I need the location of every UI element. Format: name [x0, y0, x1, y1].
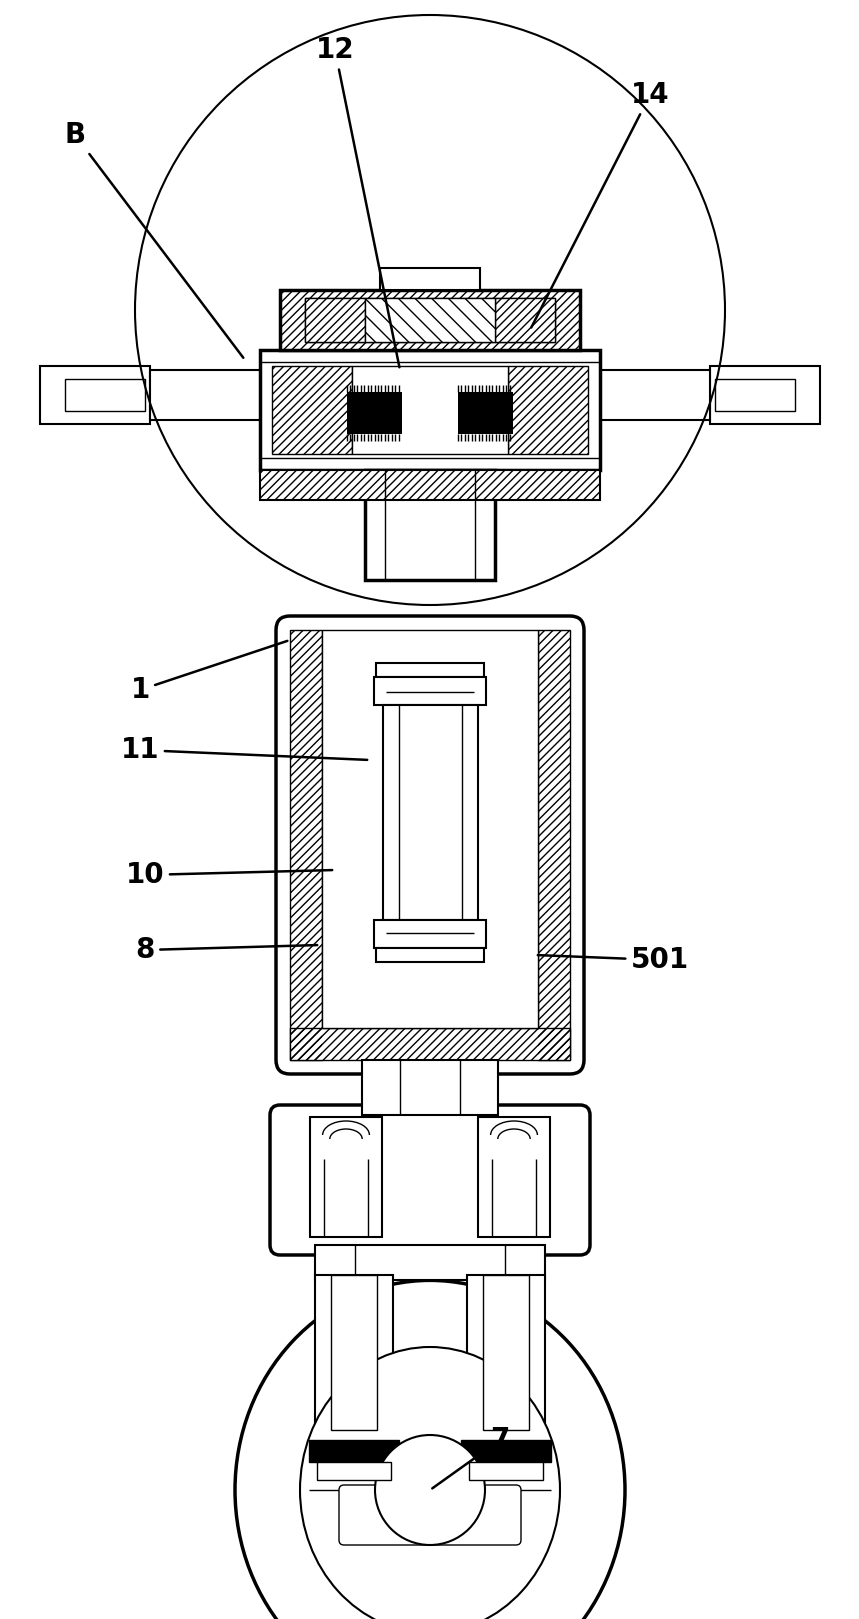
Bar [260, 470, 600, 500]
Bar [538, 630, 570, 1060]
Bar [710, 366, 820, 424]
Bar [374, 920, 486, 949]
Text: 10: 10 [125, 861, 332, 889]
Bar [469, 1462, 543, 1480]
Bar [317, 1462, 391, 1480]
Bar [458, 392, 513, 434]
Bar [461, 1439, 551, 1462]
Text: 7: 7 [432, 1426, 509, 1488]
Bar [352, 366, 508, 453]
FancyBboxPatch shape [270, 1106, 590, 1255]
Bar [508, 366, 588, 453]
Bar [483, 1276, 529, 1430]
Bar [538, 630, 570, 1060]
Text: B: B [64, 121, 243, 358]
Bar [260, 470, 600, 500]
Bar [150, 371, 285, 419]
Bar [280, 290, 580, 350]
Bar [260, 350, 600, 470]
FancyBboxPatch shape [339, 1485, 521, 1545]
Bar [365, 298, 495, 342]
Ellipse shape [235, 1281, 625, 1619]
Bar [290, 1028, 570, 1060]
Bar [362, 1060, 498, 1115]
Bar [305, 298, 555, 342]
Bar [65, 379, 145, 411]
Bar [309, 1439, 399, 1462]
Bar [365, 470, 495, 580]
Text: 501: 501 [538, 945, 689, 975]
Bar [305, 298, 365, 342]
Bar [290, 630, 322, 1060]
Bar [322, 630, 538, 1028]
Bar [305, 298, 365, 342]
Bar [715, 379, 795, 411]
Text: 11: 11 [121, 737, 368, 764]
Text: 1: 1 [131, 641, 288, 704]
Bar [290, 630, 322, 1060]
Ellipse shape [300, 1347, 560, 1619]
Bar [315, 1245, 545, 1281]
Bar [272, 366, 352, 453]
Bar [575, 371, 710, 419]
Bar [495, 298, 555, 342]
Bar [40, 366, 150, 424]
Bar [347, 392, 402, 434]
Bar [365, 298, 495, 342]
Bar [374, 677, 486, 704]
Text: 14: 14 [531, 81, 669, 327]
Bar [310, 1117, 382, 1237]
Bar [280, 290, 580, 350]
Text: 8: 8 [136, 936, 317, 963]
Bar [272, 366, 352, 453]
Bar [376, 664, 484, 677]
Bar [467, 1276, 545, 1439]
Text: 12: 12 [316, 36, 399, 368]
Ellipse shape [375, 1434, 485, 1545]
Bar [495, 298, 555, 342]
Bar [478, 1117, 550, 1237]
Bar [376, 949, 484, 962]
Bar [380, 269, 480, 290]
FancyBboxPatch shape [322, 1472, 538, 1557]
Bar [331, 1276, 377, 1430]
Bar [382, 704, 478, 920]
Bar [508, 366, 588, 453]
Bar [315, 1276, 393, 1439]
FancyBboxPatch shape [276, 615, 584, 1073]
Bar [290, 1028, 570, 1060]
